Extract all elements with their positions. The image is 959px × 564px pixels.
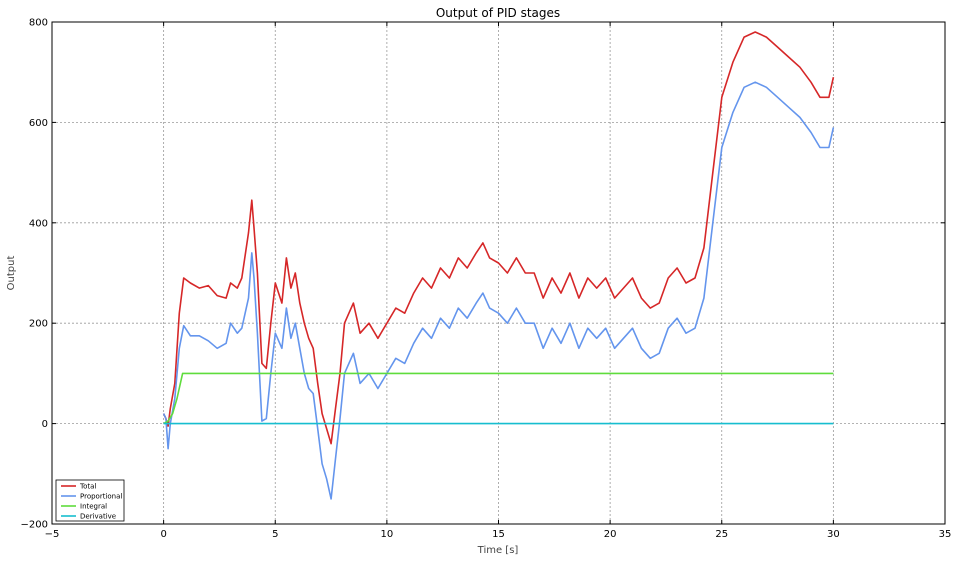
- y-tick-label: 0: [42, 419, 48, 430]
- series-line-proportional: [162, 81, 835, 500]
- legend-items: Total Proportional Integral Derivative: [61, 483, 122, 521]
- series-line-integral: [163, 372, 834, 425]
- plot-frame: [51, 21, 946, 525]
- chart-title: Output of PID stages: [436, 6, 560, 20]
- series-line-total: [162, 31, 835, 445]
- y-tick-label: −200: [21, 520, 48, 531]
- series-layer: [162, 31, 835, 500]
- legend-label-derivative: Derivative: [80, 513, 116, 521]
- y-axis-label: Output: [6, 256, 17, 291]
- x-tick-label: 20: [604, 529, 617, 540]
- y-tick-label: 600: [29, 118, 48, 129]
- x-tick-label: 35: [939, 529, 952, 540]
- x-tick-label: −5: [45, 529, 60, 540]
- y-tick-label: 400: [29, 218, 48, 229]
- x-axis-label: Time [s]: [477, 545, 519, 556]
- x-tick-label: 15: [492, 529, 505, 540]
- legend-box: [55, 479, 125, 522]
- y-tick-label: 200: [29, 319, 48, 330]
- x-tick-label: 25: [715, 529, 728, 540]
- legend-label-integral: Integral: [80, 503, 107, 511]
- tick-layer: −5 0 5 10 15 20 25 30 35 −200 0 200 400 600 800: [21, 18, 952, 541]
- legend: Total Proportional Integral Derivative: [55, 479, 125, 522]
- grid-layer: [52, 22, 945, 524]
- x-tick-label: 0: [160, 529, 166, 540]
- legend-label-total: Total: [79, 483, 96, 491]
- x-tick-label: 30: [827, 529, 840, 540]
- x-tick-label: 5: [272, 529, 278, 540]
- x-tick-label: 10: [381, 529, 394, 540]
- y-tick-label: 800: [29, 18, 48, 29]
- legend-label-proportional: Proportional: [80, 493, 122, 501]
